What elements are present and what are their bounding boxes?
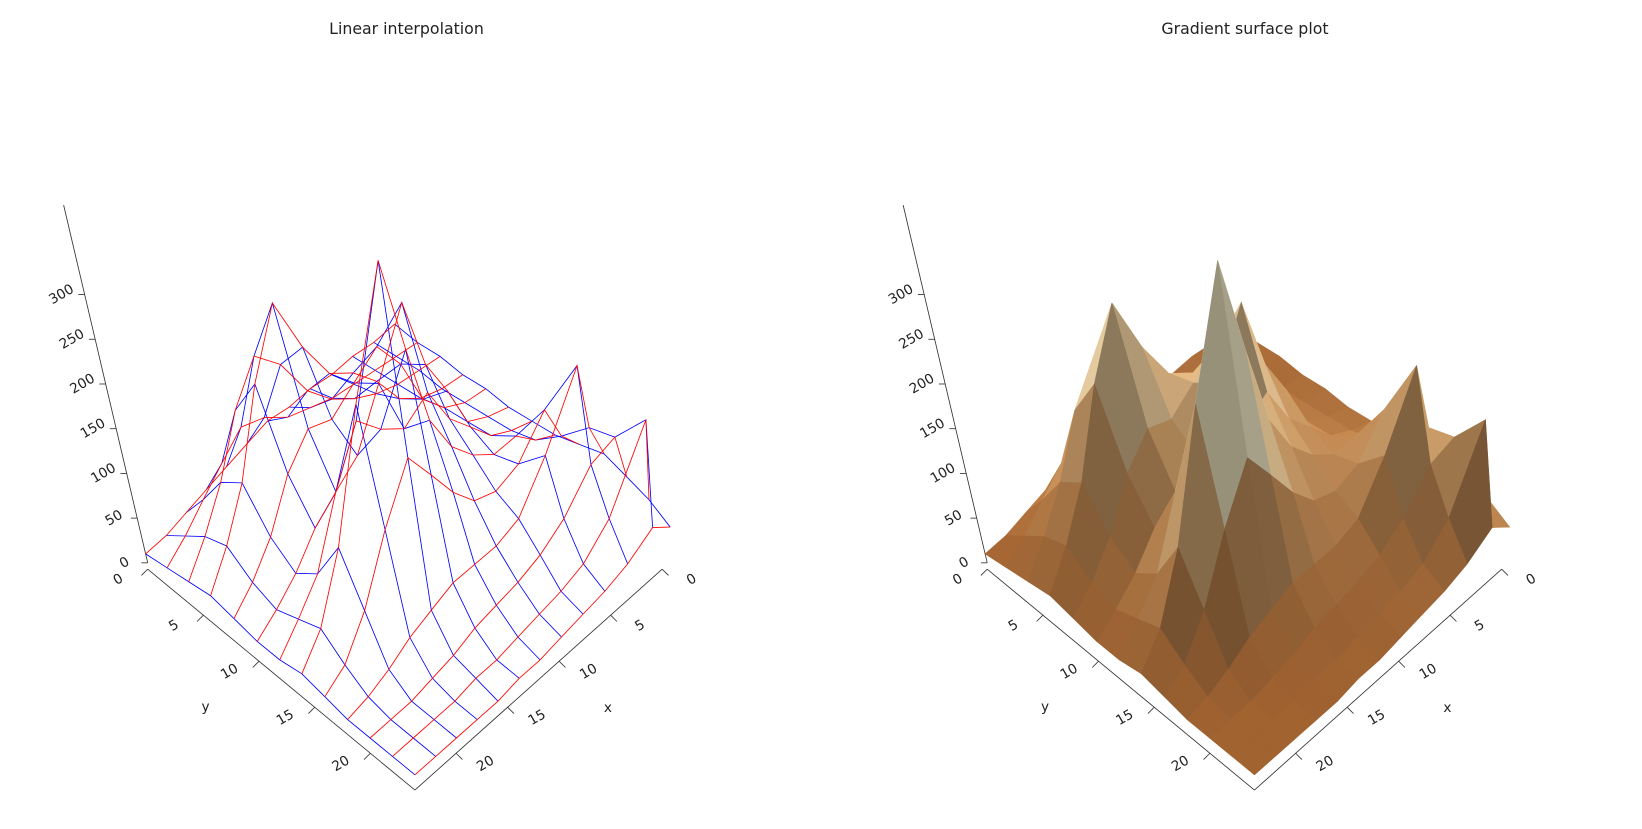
- x-tick-label: 15: [1365, 706, 1388, 729]
- wire-y: [309, 363, 584, 615]
- y-axis-title: y: [202, 699, 210, 715]
- y-axis-line: [147, 568, 416, 791]
- z-tick-label: 50: [942, 507, 965, 530]
- x-tick: [1449, 614, 1457, 622]
- y-tick: [1036, 614, 1044, 622]
- x-tick: [507, 706, 515, 714]
- y-tick-label: 15: [1113, 706, 1136, 729]
- z-tick-label: 300: [46, 281, 77, 308]
- y-tick: [1091, 660, 1099, 668]
- wire-y: [246, 346, 520, 679]
- y-tick-label: 20: [1169, 752, 1192, 775]
- y-tick: [196, 614, 204, 622]
- x-tick: [610, 614, 618, 622]
- z-tick-label: 300: [886, 281, 917, 308]
- z-tick-label: 50: [103, 507, 126, 530]
- x-tick: [1501, 568, 1509, 576]
- x-tick-label: 10: [1417, 660, 1440, 683]
- x-tick-label: 10: [577, 660, 600, 683]
- y-tick: [363, 752, 371, 760]
- x-tick: [1295, 752, 1303, 760]
- wire-y: [331, 374, 606, 592]
- z-tick-label: 100: [928, 460, 959, 487]
- x-tick: [1398, 660, 1406, 668]
- x-tick-label: 20: [1314, 752, 1337, 775]
- y-axis-title: y: [1041, 699, 1049, 715]
- wire-x: [210, 301, 463, 596]
- y-tick-label: 15: [274, 706, 297, 729]
- y-tick: [308, 706, 316, 714]
- wire-x: [188, 355, 441, 582]
- y-tick-label: 10: [218, 660, 241, 683]
- wire-y: [267, 372, 541, 661]
- x-tick: [558, 660, 566, 668]
- x-tick: [455, 752, 463, 760]
- z-tick-label: 0: [956, 554, 972, 572]
- x-axis-line: [414, 568, 663, 791]
- wire-x: [369, 436, 628, 739]
- wire-y: [166, 535, 436, 757]
- z-tick-label: 200: [67, 371, 98, 398]
- x-tick-label: 5: [632, 617, 648, 635]
- x-tick-label: 0: [1523, 571, 1539, 589]
- y-tick-label: 20: [329, 752, 352, 775]
- wire-x: [324, 408, 580, 697]
- y-tick-label: 0: [950, 571, 966, 589]
- wire-x: [347, 363, 605, 720]
- wire-x: [233, 346, 486, 619]
- wire-x: [279, 391, 533, 661]
- z-tick-label: 0: [117, 554, 133, 572]
- x-axis-title: x: [1443, 700, 1451, 716]
- y-tick: [1203, 752, 1211, 760]
- wire-x: [392, 419, 650, 757]
- x-tick-label: 20: [474, 752, 497, 775]
- y-tick: [252, 660, 260, 668]
- x-tick-label: 5: [1472, 617, 1488, 635]
- y-tick: [141, 568, 148, 576]
- x-tick-label: 15: [526, 706, 549, 729]
- wire-y: [185, 481, 457, 739]
- chart-title: Gradient surface plot: [1161, 19, 1328, 38]
- x-axis-title: x: [604, 700, 612, 716]
- x-tick-label: 0: [684, 571, 700, 589]
- y-tick-label: 0: [110, 571, 126, 589]
- y-tick: [980, 568, 988, 576]
- chart-title: Linear interpolation: [329, 19, 484, 38]
- wire-x: [301, 260, 556, 674]
- z-tick-label: 250: [57, 326, 88, 353]
- surface-patch: [1231, 737, 1276, 776]
- z-tick-label: 250: [896, 326, 927, 353]
- wire-y: [373, 342, 654, 528]
- y-tick-label: 10: [1058, 660, 1081, 683]
- y-tick-label: 5: [166, 617, 182, 635]
- wire-y: [394, 323, 671, 528]
- y-axis-line: [986, 568, 1255, 791]
- z-tick-label: 200: [907, 371, 938, 398]
- x-tick: [661, 568, 669, 576]
- y-tick: [1147, 706, 1155, 714]
- wire-y: [145, 553, 416, 776]
- wire-x: [145, 323, 395, 555]
- wire-x: [256, 301, 509, 642]
- z-tick-label: 100: [88, 460, 119, 487]
- z-tick-label: 150: [78, 415, 109, 442]
- z-tick-label: 150: [917, 415, 948, 442]
- y-tick-label: 5: [1006, 617, 1022, 635]
- x-tick: [1346, 706, 1354, 714]
- wire-x: [166, 342, 418, 569]
- wire-x: [414, 526, 671, 776]
